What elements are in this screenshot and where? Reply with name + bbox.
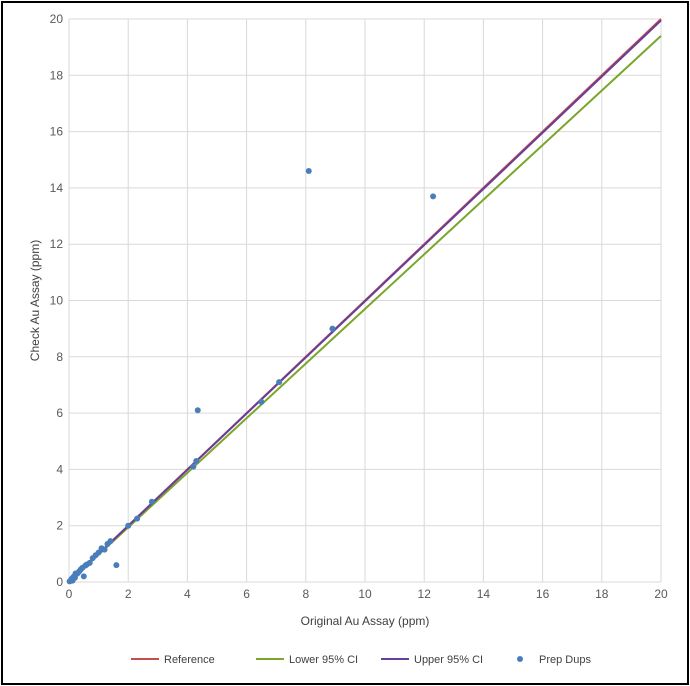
x-tick-label: 20 [654, 587, 668, 601]
y-tick-label: 0 [56, 575, 63, 589]
legend-label: Reference [164, 654, 215, 666]
data-point [107, 538, 114, 545]
data-point [430, 193, 437, 200]
data-point [329, 325, 336, 332]
x-tick-label: 12 [418, 587, 432, 601]
x-tick-label: 16 [536, 587, 550, 601]
data-point [193, 457, 200, 464]
scatter-chart: 0 2 4 6 8 10 12 14 16 18 20 0 2 4 6 8 10 12 14 16 18 20 Orig… [28, 12, 668, 666]
legend-label: Lower 95% CI [289, 654, 358, 666]
x-tick-labels: 0 2 4 6 8 10 12 14 16 18 20 [66, 587, 668, 601]
y-tick-label: 4 [56, 462, 63, 476]
y-tick-label: 2 [56, 519, 63, 533]
data-point [134, 515, 141, 522]
y-tick-label: 16 [50, 125, 64, 139]
x-tick-label: 10 [358, 587, 372, 601]
data-point [113, 562, 120, 569]
series-line-upper-95-ci [68, 19, 662, 583]
x-tick-label: 2 [125, 587, 132, 601]
legend-item-prep-dups: Prep Dups [517, 654, 591, 666]
data-point [190, 463, 197, 470]
legend-swatch [517, 656, 523, 662]
y-tick-label: 20 [50, 12, 64, 26]
x-tick-label: 8 [302, 587, 309, 601]
y-axis-title: Check Au Assay (ppm) [28, 240, 42, 361]
legend: Reference Lower 95% CI Upper 95% CI Prep Du… [131, 654, 591, 666]
y-tick-label: 14 [50, 181, 64, 195]
data-point [101, 546, 108, 553]
x-tick-label: 4 [184, 587, 191, 601]
series-line-lower-95-ci [68, 35, 662, 583]
y-tick-labels: 0 2 4 6 8 10 12 14 16 18 20 [50, 12, 64, 589]
grid [68, 18, 662, 583]
legend-label: Prep Dups [539, 654, 591, 666]
x-tick-label: 18 [595, 587, 609, 601]
y-tick-label: 10 [50, 294, 64, 308]
data-point [305, 168, 312, 175]
legend-item-upper-95-ci: Upper 95% CI [381, 654, 483, 666]
legend-item-lower-95-ci: Lower 95% CI [256, 654, 358, 666]
legend-label: Upper 95% CI [414, 654, 483, 666]
y-tick-label: 18 [50, 68, 64, 82]
x-axis-title: Original Au Assay (ppm) [301, 614, 430, 628]
x-tick-label: 6 [243, 587, 250, 601]
x-tick-label: 14 [477, 587, 491, 601]
y-tick-label: 8 [56, 350, 63, 364]
data-point [194, 407, 201, 414]
ci-lines [68, 18, 662, 583]
legend-item-reference: Reference [131, 654, 215, 666]
data-point [80, 573, 87, 580]
x-tick-label: 0 [66, 587, 73, 601]
y-tick-label: 12 [50, 237, 64, 251]
data-point [276, 379, 283, 386]
data-point [148, 498, 155, 505]
data-point [95, 549, 102, 556]
data-point [258, 398, 265, 405]
y-tick-label: 6 [56, 406, 63, 420]
data-point [125, 522, 132, 529]
data-point [86, 559, 93, 566]
prep-dups-points [66, 168, 437, 585]
